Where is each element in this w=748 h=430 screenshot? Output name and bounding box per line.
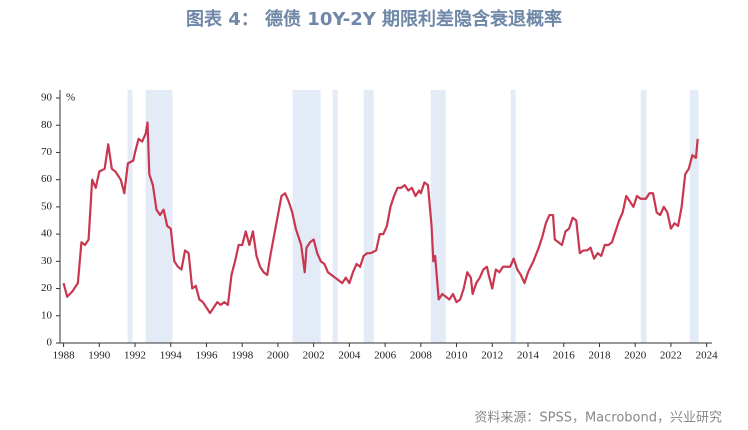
x-tick-label: 2016 (553, 350, 576, 362)
y-tick-label: 30 (41, 255, 53, 267)
x-tick-label: 1988 (53, 350, 76, 362)
x-tick-label: 2014 (517, 350, 540, 362)
y-tick-label: 40 (41, 228, 53, 240)
shaded-period (430, 90, 446, 343)
shaded-period (510, 90, 516, 343)
x-tick-label: 2022 (660, 350, 682, 362)
shaded-period (292, 90, 321, 343)
y-tick-label: 60 (41, 173, 53, 185)
x-tick-label: 2010 (446, 350, 469, 362)
x-tick-label: 2008 (410, 350, 433, 362)
shaded-period (127, 90, 133, 343)
data-line (62, 121, 699, 315)
shaded-period (640, 90, 647, 343)
x-tick-label: 2004 (338, 350, 361, 362)
shaded-period (363, 90, 374, 343)
x-tick-label: 1996 (195, 350, 218, 362)
chart-title: 图表 4： 德债 10Y-2Y 期限利差隐含衰退概率 (186, 8, 562, 30)
y-tick-label: 0 (47, 337, 53, 349)
y-tick-label: 90 (41, 92, 53, 104)
x-tick-label: 1990 (88, 350, 111, 362)
y-tick-label: 20 (41, 282, 53, 294)
shaded-period (145, 90, 173, 343)
y-tick-label: 50 (41, 200, 53, 212)
x-tick-label: 1992 (124, 350, 146, 362)
x-tick-label: 2006 (374, 350, 397, 362)
y-unit: % (66, 92, 75, 104)
x-tick-label: 1998 (231, 350, 254, 362)
x-tick-label: 1994 (160, 350, 183, 362)
shaded-period (332, 90, 338, 343)
source-note: 资料来源：SPSS，Macrobond，兴业研究 (474, 411, 722, 426)
x-tick-label: 2024 (696, 350, 719, 362)
y-tick-label: 70 (41, 146, 53, 158)
shaded-period (689, 90, 699, 343)
y-tick-label: 80 (41, 119, 53, 131)
y-tick-label: 10 (41, 309, 53, 321)
x-tick-label: 2012 (481, 350, 503, 362)
x-tick-label: 2018 (588, 350, 611, 362)
x-tick-label: 2000 (267, 350, 290, 362)
x-tick-label: 2020 (624, 350, 647, 362)
x-tick-label: 2002 (303, 350, 325, 362)
